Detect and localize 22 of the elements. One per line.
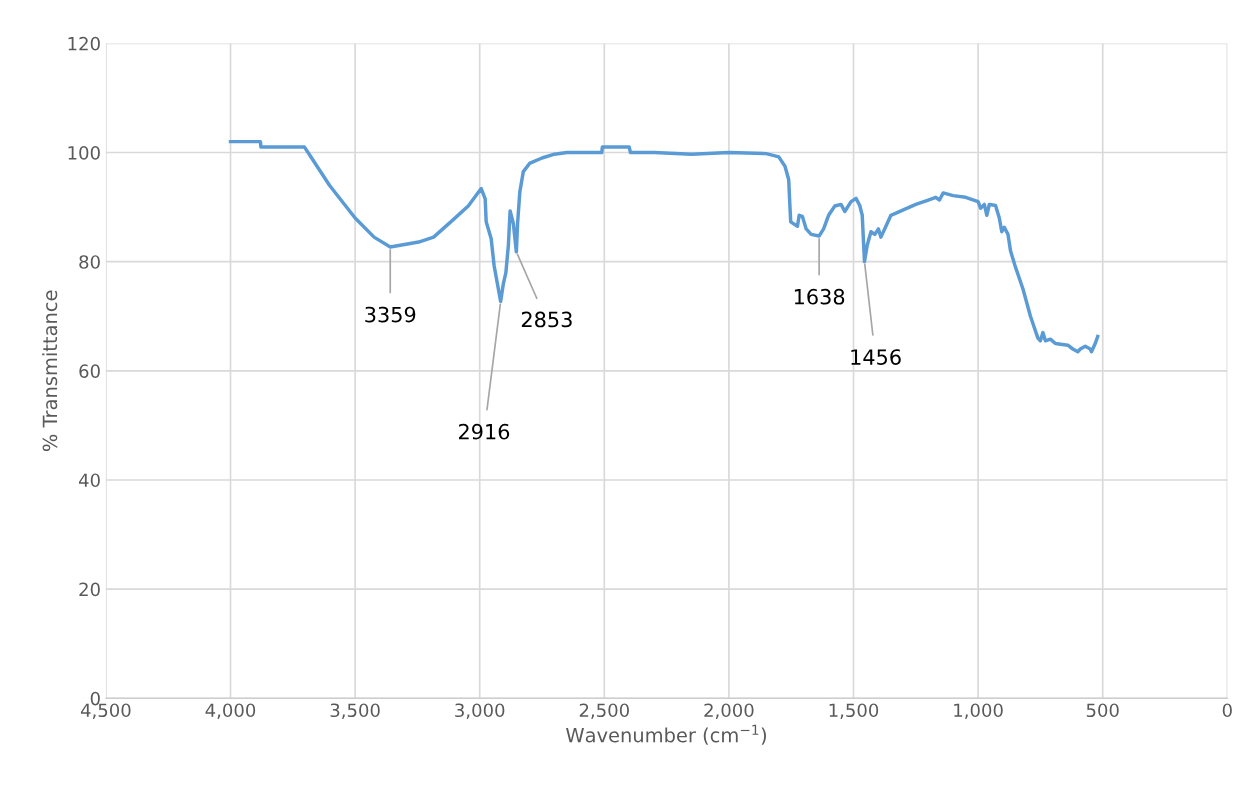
y-tick-label: 100 (68, 146, 100, 160)
annotation: 2916 (458, 423, 510, 440)
y-tick-label: 40 (78, 473, 100, 488)
x-tick-label: 1,500 (829, 703, 879, 719)
annotation: 1456 (851, 349, 901, 365)
x-tick-label: 2,500 (579, 703, 629, 719)
annotation: 3359 (365, 306, 416, 323)
annotation: 1638 (794, 288, 845, 305)
y-tick-label: 80 (79, 255, 100, 269)
x-tick-label: 2,000 (704, 703, 754, 719)
x-tick-label: 1,000 (954, 703, 1003, 719)
x-tick-label: 500 (1086, 703, 1119, 718)
y-tick-label: 20 (79, 582, 100, 597)
x-tick-label: 3,000 (455, 703, 505, 719)
x-axis-title: Wavenumber (cm$^{−1}$) (566, 724, 766, 745)
annotation: 2853 (521, 311, 572, 328)
y-axis-title: % Transmittance (42, 290, 58, 452)
x-tick-label: 3,500 (330, 703, 380, 719)
y-tick-label: 120 (68, 36, 100, 51)
x-tick-label: 4,000 (205, 703, 256, 719)
y-tick-label: 60 (79, 364, 100, 378)
x-tick-label: 0 (1222, 703, 1232, 718)
